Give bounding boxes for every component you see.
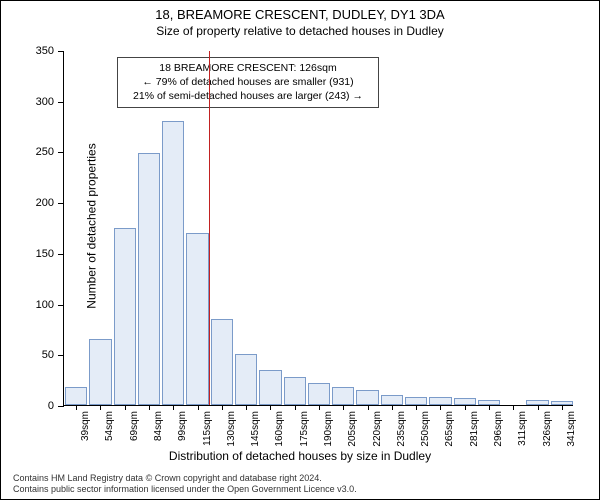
x-tick-label: 115sqm [202, 411, 213, 446]
histogram-bar [235, 354, 257, 405]
x-tick-label: 341sqm [566, 411, 577, 447]
annotation-line3: 21% of semi-detached houses are larger (… [124, 89, 372, 103]
x-tick [465, 405, 466, 410]
x-tick-label: 311sqm [517, 411, 528, 446]
chart-title-sub: Size of property relative to detached ho… [1, 24, 599, 38]
x-tick [513, 405, 514, 410]
y-tick-label: 250 [36, 146, 64, 158]
x-tick [440, 405, 441, 410]
histogram-bar [114, 228, 136, 406]
y-tick-label: 200 [36, 197, 64, 209]
plot-area: 18 BREAMORE CRESCENT: 126sqm ← 79% of de… [63, 51, 573, 406]
x-tick-label: 205sqm [347, 411, 358, 447]
x-tick [319, 405, 320, 410]
x-tick-label: 160sqm [274, 411, 285, 447]
y-tick-label: 50 [42, 349, 64, 361]
y-tick-label: 350 [36, 45, 64, 57]
x-tick-label: 326sqm [542, 411, 553, 447]
x-tick-label: 220sqm [372, 411, 383, 447]
y-tick-label: 300 [36, 96, 64, 108]
histogram-bar [259, 370, 281, 406]
histogram-bar [405, 397, 427, 405]
histogram-bar [211, 319, 233, 405]
x-tick-label: 39sqm [80, 411, 91, 441]
x-tick-label: 130sqm [226, 411, 237, 447]
x-tick-label: 84sqm [153, 411, 164, 441]
x-tick-label: 175sqm [299, 411, 310, 447]
histogram-bar [332, 387, 354, 405]
annotation-line2: ← 79% of detached houses are smaller (93… [124, 75, 372, 89]
x-tick [562, 405, 563, 410]
reference-annotation: 18 BREAMORE CRESCENT: 126sqm ← 79% of de… [117, 57, 379, 108]
histogram-bar [454, 398, 476, 405]
chart-container: 18, BREAMORE CRESCENT, DUDLEY, DY1 3DA S… [0, 0, 600, 500]
x-axis-label: Distribution of detached houses by size … [1, 449, 599, 463]
x-tick [295, 405, 296, 410]
histogram-bar [89, 339, 111, 405]
x-tick-label: 190sqm [323, 411, 334, 447]
annotation-line1: 18 BREAMORE CRESCENT: 126sqm [124, 61, 372, 75]
x-tick-label: 235sqm [396, 411, 407, 447]
x-tick-label: 281sqm [469, 411, 480, 447]
x-tick [100, 405, 101, 410]
y-tick-label: 0 [48, 400, 64, 412]
x-tick-label: 69sqm [129, 411, 140, 441]
histogram-bar [162, 121, 184, 405]
histogram-bar [138, 153, 160, 405]
x-tick [270, 405, 271, 410]
x-tick [173, 405, 174, 410]
x-tick-label: 250sqm [420, 411, 431, 447]
footer-line1: Contains HM Land Registry data © Crown c… [13, 473, 357, 484]
x-tick [125, 405, 126, 410]
x-tick-label: 54sqm [104, 411, 115, 441]
attribution-footer: Contains HM Land Registry data © Crown c… [13, 473, 357, 496]
x-tick [489, 405, 490, 410]
x-tick [392, 405, 393, 410]
x-tick [149, 405, 150, 410]
x-tick [222, 405, 223, 410]
histogram-bar [284, 377, 306, 405]
histogram-bar [381, 395, 403, 405]
y-tick-label: 100 [36, 299, 64, 311]
histogram-bar [356, 390, 378, 405]
x-tick [246, 405, 247, 410]
x-tick [198, 405, 199, 410]
histogram-bar [186, 233, 208, 405]
histogram-bar [308, 383, 330, 405]
x-tick-label: 99sqm [177, 411, 188, 441]
y-tick-label: 150 [36, 248, 64, 260]
footer-line2: Contains public sector information licen… [13, 484, 357, 495]
reference-line [209, 51, 210, 405]
histogram-bar [65, 387, 87, 405]
chart-title-main: 18, BREAMORE CRESCENT, DUDLEY, DY1 3DA [1, 7, 599, 22]
x-tick [343, 405, 344, 410]
x-tick [416, 405, 417, 410]
x-tick [538, 405, 539, 410]
x-tick-label: 145sqm [250, 411, 261, 447]
histogram-bar [429, 397, 451, 405]
x-tick [368, 405, 369, 410]
x-tick-label: 296sqm [493, 411, 504, 447]
x-tick [76, 405, 77, 410]
x-tick-label: 265sqm [444, 411, 455, 447]
